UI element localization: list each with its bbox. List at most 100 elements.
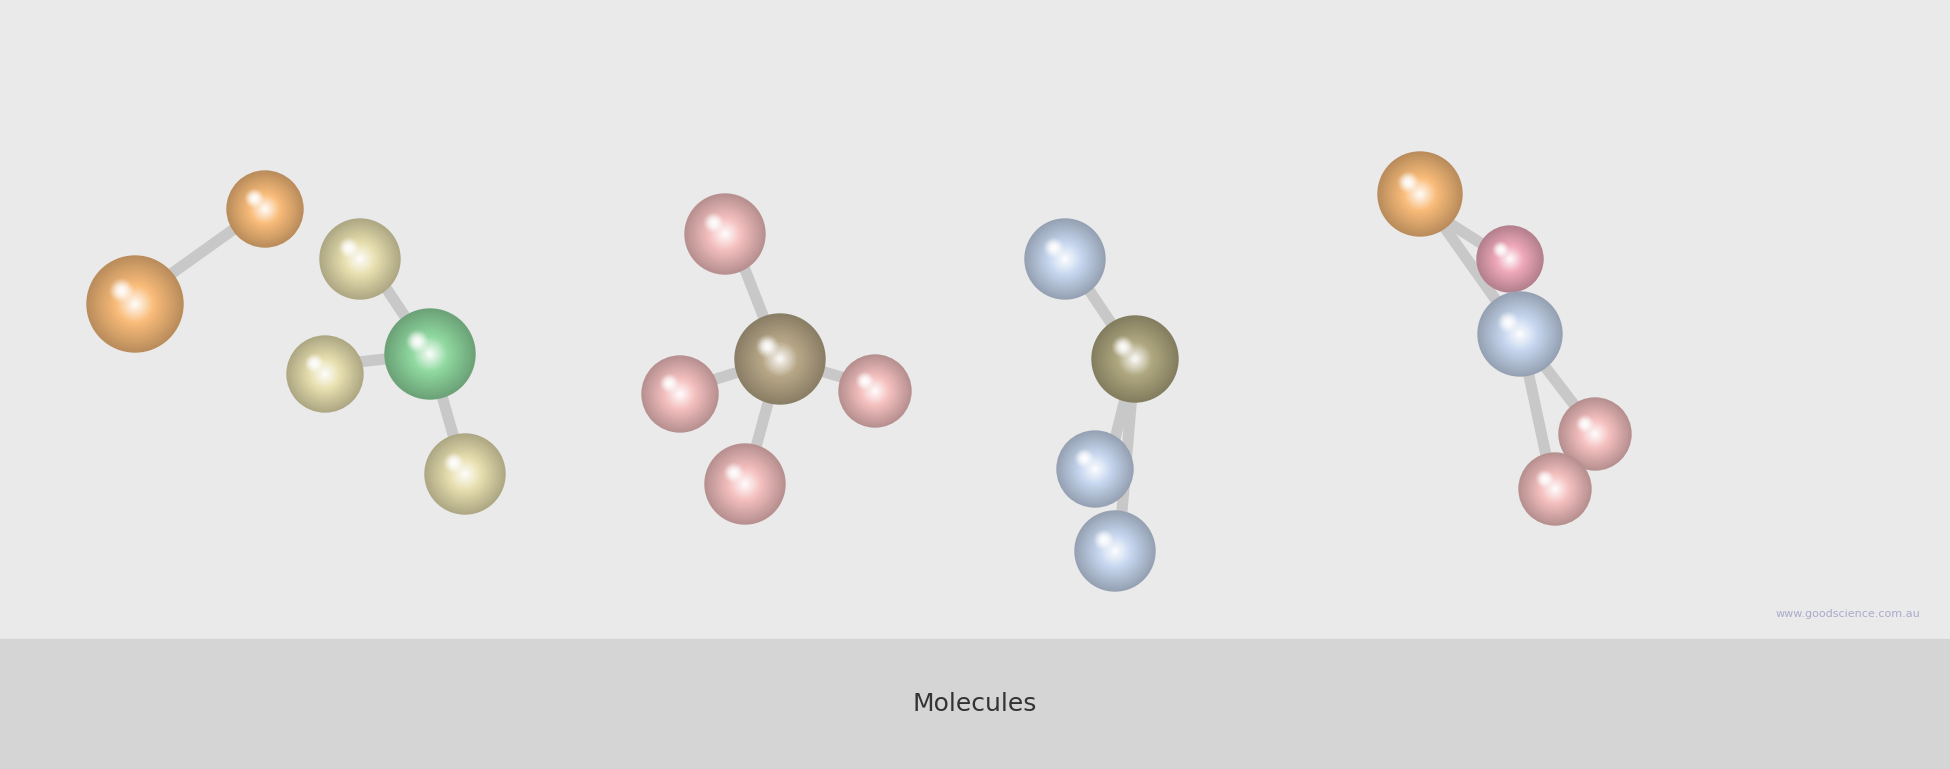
Circle shape — [669, 382, 671, 384]
Circle shape — [1119, 344, 1150, 374]
Circle shape — [1381, 154, 1461, 234]
Circle shape — [760, 339, 799, 379]
Circle shape — [1086, 460, 1104, 478]
Circle shape — [1585, 425, 1605, 443]
Circle shape — [431, 440, 499, 508]
Circle shape — [669, 383, 692, 405]
Circle shape — [452, 461, 454, 464]
Circle shape — [413, 338, 421, 345]
Circle shape — [263, 207, 267, 211]
Circle shape — [838, 355, 911, 427]
Circle shape — [653, 368, 706, 421]
Circle shape — [304, 354, 324, 373]
Circle shape — [864, 380, 885, 401]
Circle shape — [1593, 432, 1597, 436]
Circle shape — [1071, 444, 1119, 494]
Circle shape — [353, 251, 369, 267]
Circle shape — [1078, 451, 1090, 465]
Circle shape — [1061, 434, 1129, 503]
Circle shape — [429, 438, 501, 510]
Circle shape — [1043, 237, 1086, 281]
Circle shape — [749, 328, 811, 391]
Circle shape — [671, 384, 690, 404]
Circle shape — [1106, 541, 1125, 561]
Circle shape — [454, 464, 476, 484]
Circle shape — [858, 375, 891, 408]
Circle shape — [723, 463, 743, 483]
Circle shape — [704, 213, 723, 232]
Circle shape — [392, 316, 468, 392]
Circle shape — [252, 195, 257, 201]
Circle shape — [1406, 181, 1410, 184]
Circle shape — [312, 361, 337, 388]
Circle shape — [415, 340, 419, 343]
Circle shape — [759, 337, 776, 356]
Circle shape — [731, 470, 737, 475]
Circle shape — [725, 464, 743, 481]
Circle shape — [1554, 488, 1556, 491]
Circle shape — [230, 175, 298, 243]
Circle shape — [119, 287, 125, 294]
Circle shape — [1082, 457, 1086, 460]
Circle shape — [406, 329, 454, 379]
Circle shape — [712, 220, 739, 248]
Circle shape — [856, 373, 893, 409]
Circle shape — [314, 363, 337, 385]
Circle shape — [441, 450, 489, 498]
Circle shape — [1121, 345, 1125, 348]
Circle shape — [1484, 298, 1556, 370]
Circle shape — [98, 265, 174, 342]
Circle shape — [254, 198, 277, 221]
Circle shape — [647, 361, 712, 426]
Circle shape — [1537, 471, 1574, 507]
Circle shape — [324, 372, 328, 376]
Circle shape — [355, 253, 367, 265]
Circle shape — [335, 235, 384, 283]
Circle shape — [1030, 223, 1102, 295]
Circle shape — [710, 218, 718, 227]
Circle shape — [1096, 531, 1112, 548]
Circle shape — [287, 336, 363, 412]
Circle shape — [1379, 152, 1462, 236]
Circle shape — [1542, 477, 1568, 501]
Circle shape — [657, 371, 702, 417]
Circle shape — [333, 233, 386, 285]
Circle shape — [1384, 158, 1457, 230]
Text: Molecules: Molecules — [913, 692, 1037, 716]
Circle shape — [255, 199, 275, 218]
Circle shape — [1576, 414, 1615, 454]
Circle shape — [1067, 441, 1123, 498]
Circle shape — [1084, 458, 1106, 481]
Circle shape — [757, 337, 803, 381]
Circle shape — [1537, 471, 1552, 487]
Circle shape — [1084, 521, 1145, 581]
Circle shape — [661, 375, 698, 413]
Circle shape — [1080, 517, 1149, 585]
Circle shape — [119, 289, 123, 292]
Circle shape — [722, 230, 729, 238]
Circle shape — [226, 171, 302, 247]
Circle shape — [704, 212, 747, 256]
Circle shape — [310, 359, 339, 389]
Circle shape — [686, 196, 762, 272]
Circle shape — [1539, 473, 1572, 505]
Circle shape — [1098, 533, 1133, 569]
Circle shape — [1552, 485, 1558, 493]
Circle shape — [1486, 301, 1554, 368]
Circle shape — [1090, 463, 1100, 474]
Circle shape — [347, 247, 372, 271]
Circle shape — [1535, 469, 1576, 509]
Circle shape — [1480, 294, 1560, 374]
Circle shape — [1034, 227, 1098, 291]
Circle shape — [1488, 238, 1531, 281]
Circle shape — [450, 460, 456, 465]
Circle shape — [1505, 254, 1515, 264]
Circle shape — [111, 281, 133, 301]
Circle shape — [1494, 243, 1507, 257]
Circle shape — [1063, 257, 1067, 261]
Circle shape — [349, 249, 371, 269]
Circle shape — [1498, 246, 1523, 272]
Circle shape — [1115, 339, 1131, 355]
Circle shape — [860, 377, 889, 405]
Circle shape — [1406, 179, 1435, 208]
